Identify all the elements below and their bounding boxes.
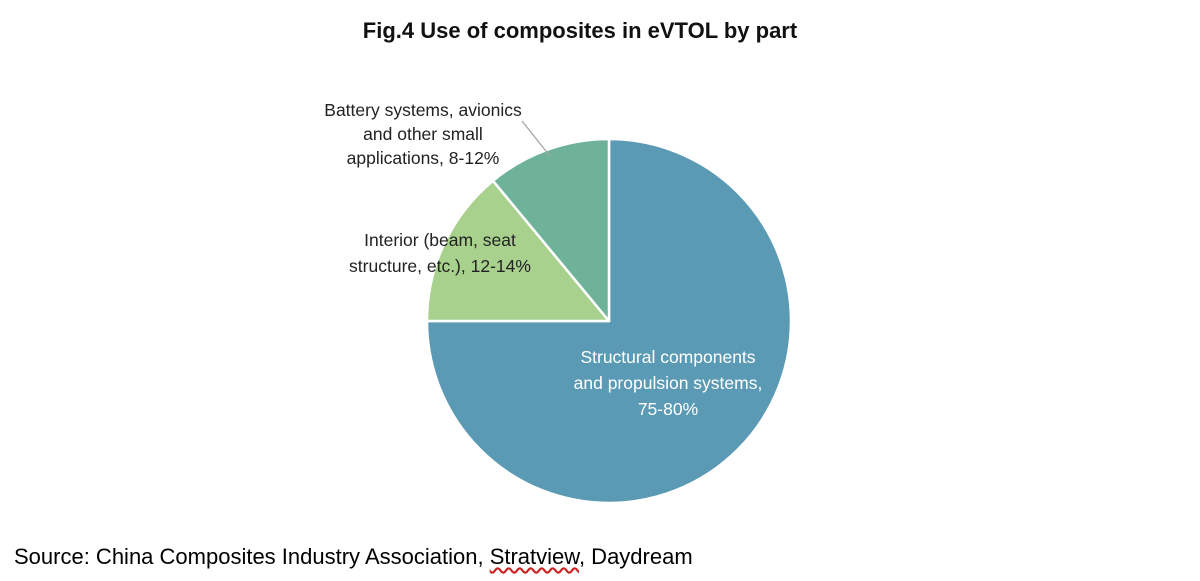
pie-slice-3 <box>491 137 611 323</box>
source-suffix: , Daydream <box>578 544 693 569</box>
source-stratview: Stratview <box>489 544 579 569</box>
chart-title: Fig.4 Use of composites in eVTOL by part <box>362 18 798 43</box>
source-note: Source: China Composites Industry Associ… <box>14 544 693 570</box>
source-prefix: Source: China Composites Industry Associ… <box>14 544 490 569</box>
slice-label-1-line-3: 75-80% <box>638 399 698 419</box>
leader-line <box>521 120 550 156</box>
pie-slice-2 <box>425 179 611 323</box>
pie-slice-1 <box>425 137 793 505</box>
slice-label-1-line-2: and propulsion systems, <box>574 373 763 393</box>
slice-label-2-line-2: structure, etc.), 12-14% <box>349 256 531 276</box>
slice-label-3-line-3: applications, 8-12% <box>347 148 500 168</box>
slice-label-2-line-1: Interior (beam, seat <box>364 230 516 250</box>
slice-label-2: Interior (beam, seat structure, etc.), 12… <box>349 230 531 276</box>
slice-label-1-line-1: Structural components <box>580 347 755 367</box>
slice-label-3-line-1: Battery systems, avionics <box>324 100 522 120</box>
slice-label-1: Structural components and propulsion syst… <box>574 347 763 419</box>
slice-label-3: Battery systems, avionics and other small… <box>324 100 522 168</box>
slice-label-3-line-2: and other small <box>363 124 483 144</box>
